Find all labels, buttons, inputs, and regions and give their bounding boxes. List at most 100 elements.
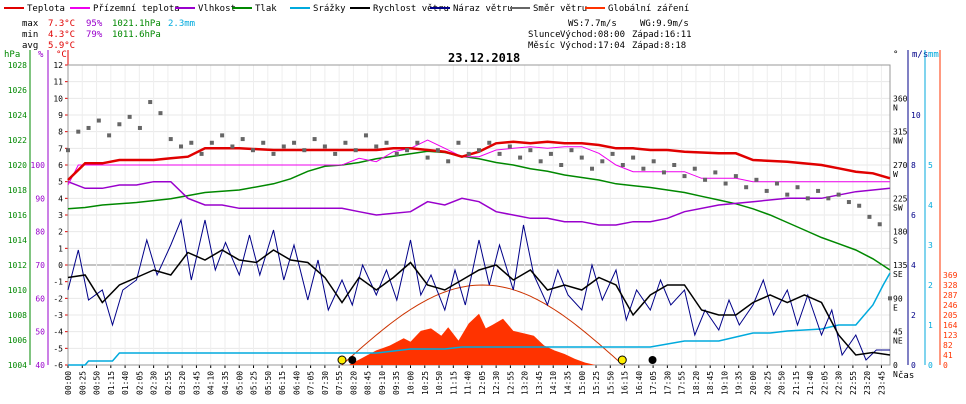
- wind-direction-point: [590, 166, 595, 171]
- wind-direction-point: [199, 151, 204, 156]
- stat-min-press: 1011.6hPa: [112, 30, 161, 40]
- x-tick-label: 02:30: [150, 371, 159, 395]
- direction-tick-label: 45: [893, 328, 903, 337]
- wind-direction-point: [261, 140, 266, 145]
- temperature-tick-label: -2: [53, 294, 63, 303]
- wind-direction-point: [117, 122, 122, 127]
- x-tick-label: 19:10: [720, 371, 729, 395]
- wind-direction-point: [548, 151, 553, 156]
- legend-label: Vlhkost: [198, 4, 236, 14]
- temperature-tick-label: -5: [53, 344, 63, 353]
- temperature-tick-label: 0: [58, 261, 63, 270]
- solar-tick-label: 328: [943, 281, 958, 290]
- legend-label: Náraz větru: [453, 4, 513, 14]
- wind-direction-point: [435, 148, 440, 153]
- solar-theoretical-line: [341, 284, 624, 366]
- x-tick-label: 20:25: [763, 371, 772, 395]
- series-humidity: [67, 180, 891, 226]
- pressure-tick-label: 1026: [8, 86, 27, 95]
- direction-letter: N: [893, 370, 898, 379]
- temperature-tick-label: 6: [58, 161, 63, 170]
- x-tick-label: 09:35: [392, 371, 401, 395]
- direction-tick-label: 270: [893, 161, 908, 170]
- pressure-tick-label: 1024: [8, 111, 27, 120]
- wind-direction-point: [271, 151, 276, 156]
- legend-label: Srážky: [313, 4, 346, 14]
- x-axis-label: čas: [898, 370, 914, 381]
- temperature-tick-label: 7: [58, 144, 63, 153]
- x-tick-label: 10:25: [421, 371, 430, 395]
- wind-direction-point: [877, 222, 882, 227]
- x-tick-label: 10:50: [435, 371, 444, 395]
- x-tick-label: 08:45: [364, 371, 373, 395]
- x-tick-label: 07:55: [335, 371, 344, 395]
- pressure-tick-label: 1018: [8, 186, 27, 195]
- x-tick-label: 19:35: [735, 371, 744, 395]
- wind-tick-label: 10: [911, 111, 921, 120]
- wind-direction-point: [333, 151, 338, 156]
- humidity-tick-label: 60: [35, 294, 45, 303]
- pressure-tick-label: 1022: [8, 136, 27, 145]
- pressure-tick-label: 1028: [8, 61, 27, 70]
- moonrise-marker: [648, 356, 657, 364]
- series-wind: [67, 249, 891, 356]
- wind-direction-point: [620, 163, 625, 167]
- x-tick-label: 13:45: [535, 371, 544, 395]
- humidity-tick-label: 50: [35, 328, 45, 337]
- stat-max-press: 1021.1hPa: [112, 19, 161, 29]
- series-temperature: [67, 140, 891, 181]
- legend-label: Teplota: [27, 4, 65, 14]
- wind-direction-point: [312, 137, 317, 142]
- pressure-tick-label: 1010: [8, 286, 27, 295]
- info-sunset: Západ:16:11: [632, 30, 692, 40]
- x-tick-label: 08:20: [349, 371, 358, 395]
- wind-direction-point: [754, 177, 759, 182]
- wind-direction-point: [148, 100, 153, 105]
- x-tick-label: 00:25: [78, 371, 87, 395]
- x-tick-label: 12:55: [506, 371, 515, 395]
- direction-letter: E: [893, 303, 898, 312]
- chart-date: 23.12.2018: [448, 51, 520, 65]
- stat-max-temp: 7.3°C: [48, 19, 75, 29]
- direction-tick-label: 225: [893, 194, 908, 203]
- x-tick-label: 23:20: [863, 371, 872, 395]
- x-tick-label: 13:20: [521, 371, 530, 395]
- wind-direction-point: [446, 159, 451, 164]
- x-tick-label: 18:45: [706, 371, 715, 395]
- rain-unit: mm: [928, 50, 939, 60]
- series-gust: [67, 218, 890, 361]
- wind-direction-point: [867, 214, 872, 219]
- humidity-tick-label: 40: [35, 361, 45, 370]
- wind-direction-point: [415, 140, 420, 145]
- temperature-tick-label: -1: [53, 278, 63, 287]
- pressure-tick-label: 1012: [8, 261, 27, 270]
- x-tick-label: 20:50: [778, 371, 787, 395]
- temperature-tick-label: -6: [53, 361, 63, 370]
- direction-letter: SW: [893, 203, 903, 212]
- x-tick-label: 02:05: [135, 371, 144, 395]
- x-tick-label: 15:50: [606, 371, 615, 395]
- x-tick-label: 01:15: [107, 371, 116, 395]
- pressure-tick-label: 1006: [8, 336, 27, 345]
- x-tick-label: 15:00: [578, 371, 587, 395]
- wind-direction-point: [76, 129, 81, 134]
- rain-tick-label: 3: [928, 241, 933, 250]
- wind-unit: m/s: [912, 50, 928, 60]
- wind-direction-point: [343, 140, 348, 145]
- wind-direction-point: [66, 148, 70, 153]
- wind-direction-point: [703, 177, 708, 182]
- x-tick-label: 05:50: [264, 371, 273, 395]
- humidity-tick-label: 70: [35, 261, 45, 270]
- x-tick-label: 09:10: [378, 371, 387, 395]
- wind-direction-point: [600, 159, 605, 164]
- legend-label: Rychlost větru: [373, 4, 449, 14]
- x-tick-label: 01:40: [121, 371, 130, 395]
- temperature-tick-label: 12: [53, 61, 63, 70]
- moonset-marker: [348, 356, 357, 364]
- pressure-unit: hPa: [4, 50, 20, 60]
- wind-direction-point: [96, 118, 101, 123]
- wind-direction-point: [805, 196, 810, 201]
- direction-letter: N: [893, 103, 898, 112]
- x-tick-label: 05:00: [235, 371, 244, 395]
